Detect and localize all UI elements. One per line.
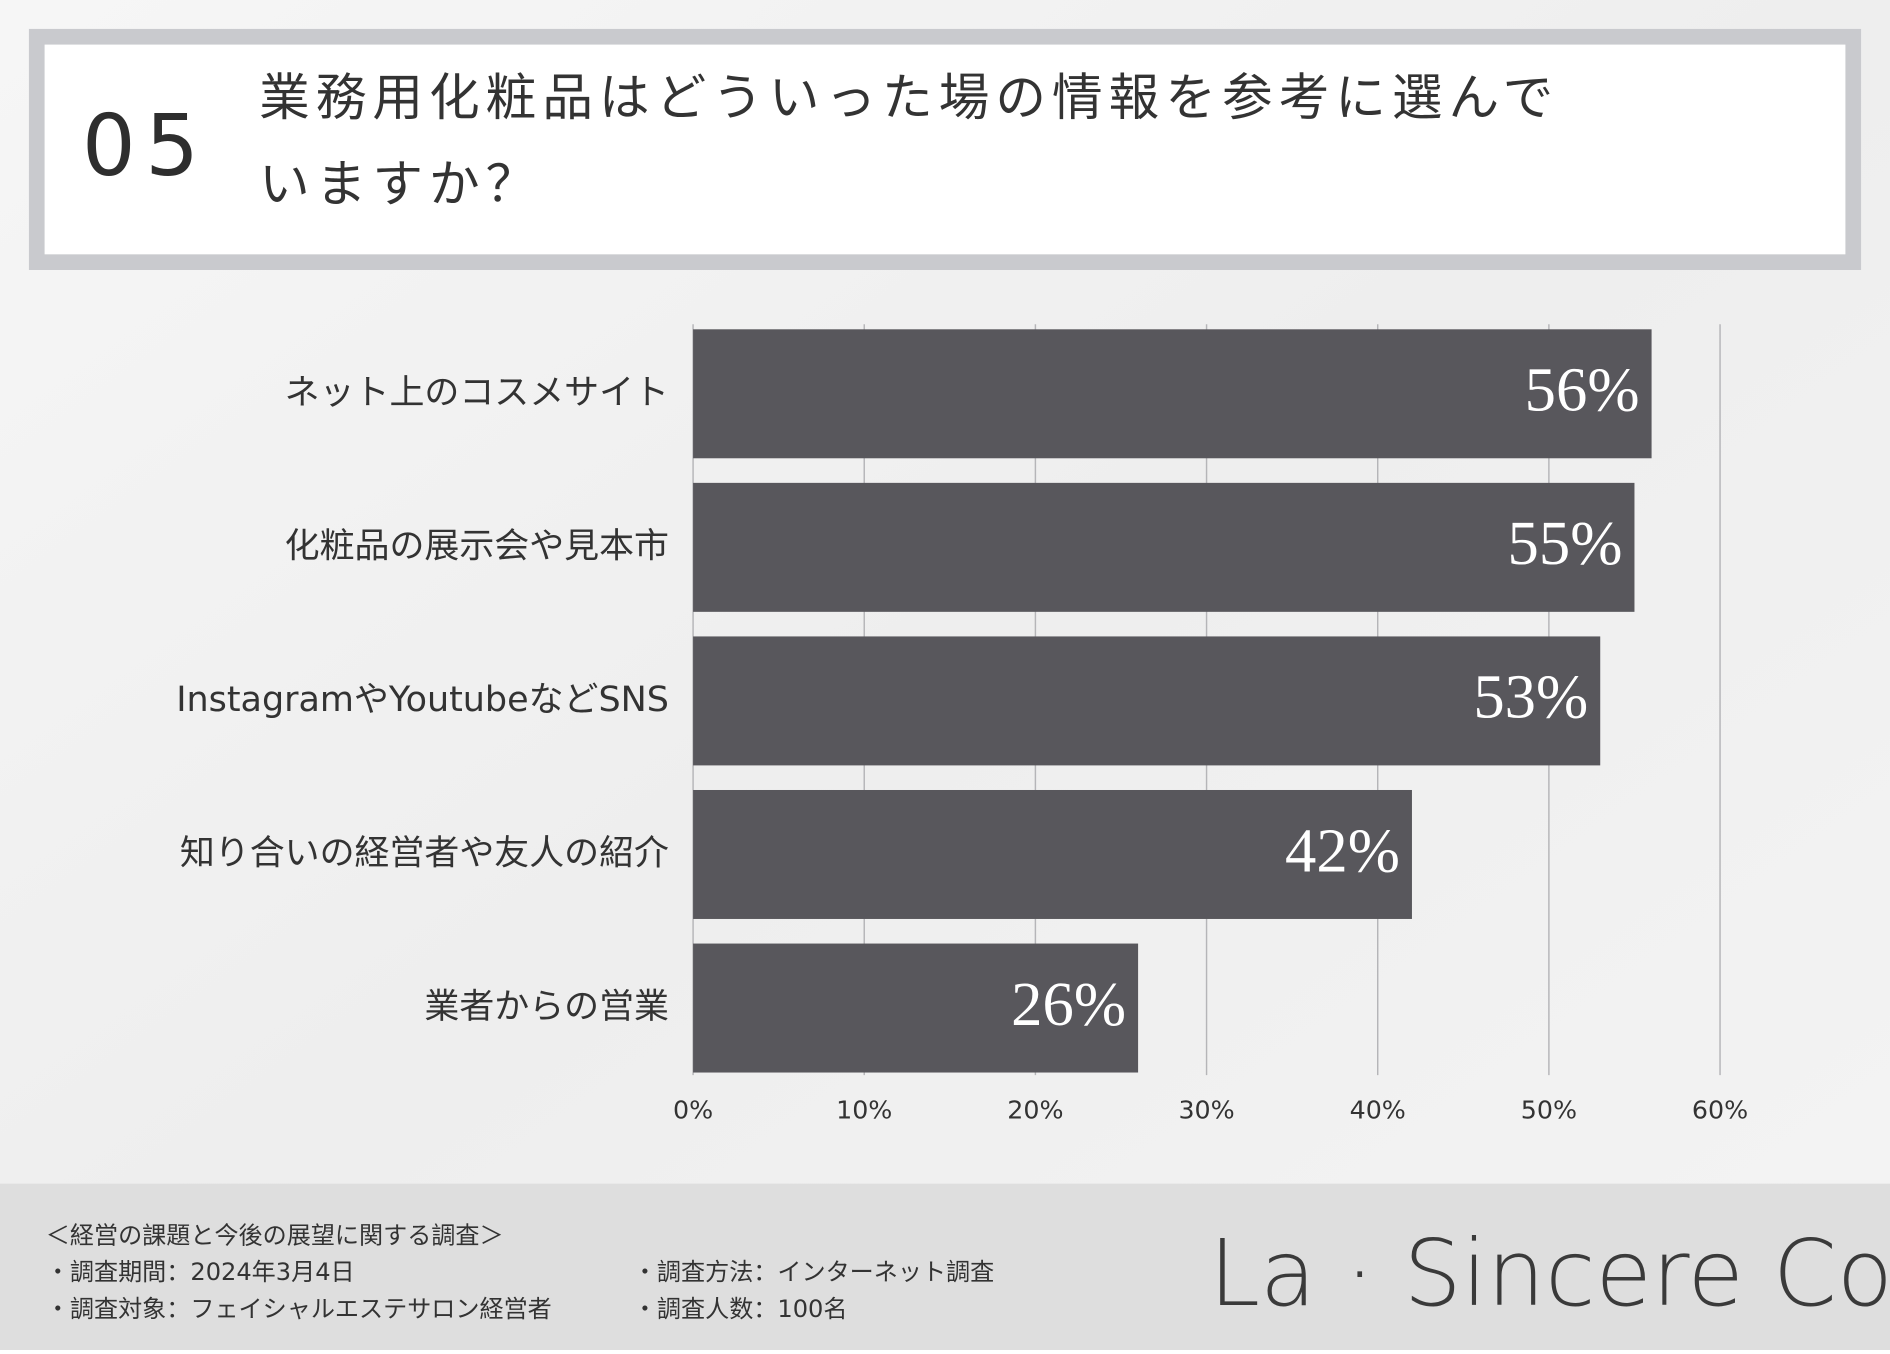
value-label: 26% bbox=[1011, 969, 1126, 1039]
bar bbox=[693, 636, 1601, 766]
x-tick-label: 30% bbox=[1178, 1095, 1234, 1124]
x-tick-label: 50% bbox=[1521, 1095, 1577, 1124]
question-title: 業務用化粧品はどういった場の情報を参考に選んで bbox=[259, 68, 1559, 127]
x-tick-label: 10% bbox=[836, 1095, 892, 1124]
logo: La · Sincere Co. bbox=[1209, 1220, 1890, 1327]
survey-item: ・調査期間：2024年3月4日 bbox=[46, 1258, 355, 1286]
x-tick-label: 20% bbox=[1007, 1095, 1063, 1124]
category-label: InstagramやYoutubeなどSNS bbox=[176, 680, 669, 720]
survey-item: ・調査対象：フェイシャルエステサロン経営者 bbox=[46, 1295, 552, 1323]
question-number: 05 bbox=[82, 97, 209, 195]
category-label: 化粧品の展示会や見本市 bbox=[285, 526, 669, 566]
survey-item: ・調査方法：インターネット調査 bbox=[633, 1258, 994, 1286]
x-tick-label: 60% bbox=[1692, 1095, 1748, 1124]
bar bbox=[693, 482, 1635, 612]
header-box bbox=[44, 44, 1846, 255]
value-label: 53% bbox=[1473, 662, 1588, 732]
value-label: 42% bbox=[1285, 815, 1400, 885]
category-label: 知り合いの経営者や友人の紹介 bbox=[180, 833, 669, 873]
category-label: ネット上のコスメサイト bbox=[285, 373, 669, 413]
bar bbox=[693, 789, 1412, 919]
value-label: 56% bbox=[1525, 355, 1640, 425]
category-label: 業者からの営業 bbox=[424, 987, 669, 1027]
footer-band bbox=[0, 1183, 1890, 1350]
x-tick-label: 0% bbox=[673, 1095, 713, 1124]
question-title: いますか？ bbox=[259, 155, 542, 214]
survey-item: ・調査人数：100名 bbox=[633, 1295, 848, 1323]
x-tick-label: 40% bbox=[1350, 1095, 1406, 1124]
bar bbox=[693, 329, 1652, 459]
value-label: 55% bbox=[1508, 508, 1623, 578]
survey-title: ＜経営の課題と今後の展望に関する調査＞ bbox=[46, 1222, 504, 1250]
bar bbox=[693, 943, 1139, 1073]
